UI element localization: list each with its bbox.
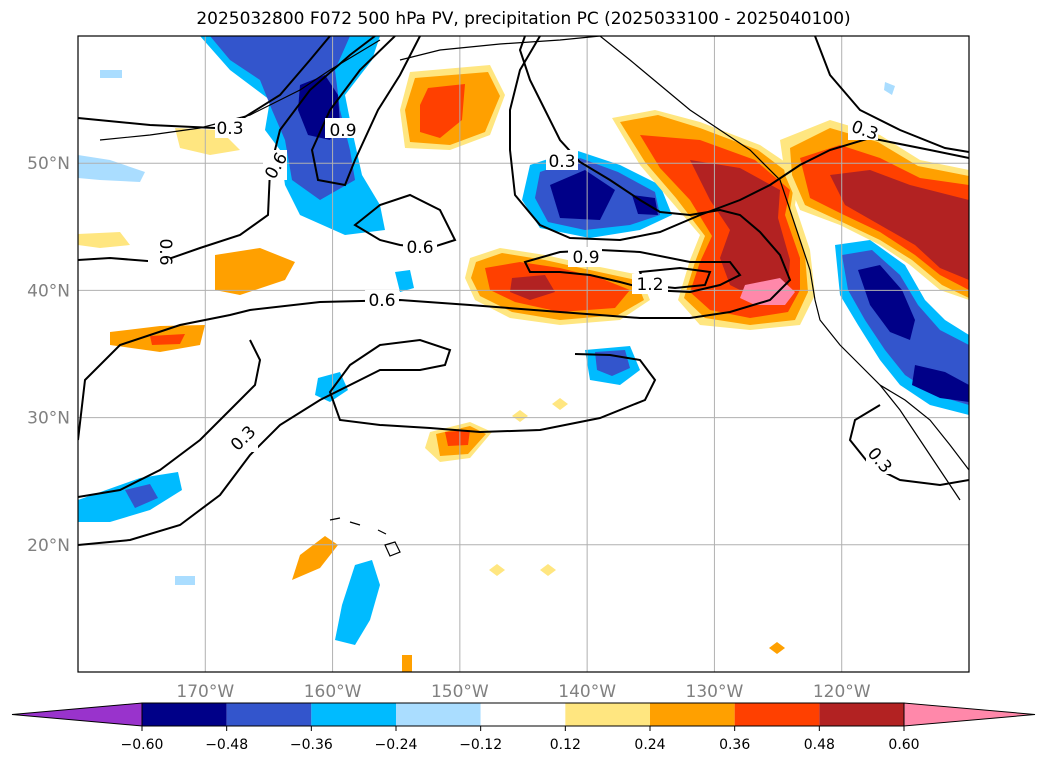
pos-anomaly-w1 bbox=[215, 248, 295, 295]
colorbar-segment bbox=[565, 703, 650, 726]
pv-contour-labels: 0.3 0.9 0.6 0.3 0.3 0.6 0.6 0.9 1.2 0.6 … bbox=[148, 117, 896, 477]
contour-label-0.9-a: 0.9 bbox=[329, 121, 356, 141]
neg-anomaly-nepac-core bbox=[550, 170, 615, 220]
colorbar-tick-label: 0.12 bbox=[550, 737, 581, 753]
contour-label-0.6-c: 0.6 bbox=[155, 238, 175, 265]
colorbar-tick-label: 0.48 bbox=[804, 737, 835, 753]
colorbar-segment bbox=[311, 703, 396, 726]
pv-contour-0.6-goa-loop bbox=[353, 193, 457, 250]
y-tick-label: 20°N bbox=[27, 536, 70, 556]
contour-label-0.6-b: 0.6 bbox=[406, 238, 433, 258]
colorbar-extend-max bbox=[903, 702, 1036, 727]
neg-anomaly-california-core2 bbox=[912, 365, 969, 402]
coast-alaska-peninsula bbox=[99, 39, 381, 141]
colorbar-tick-label: 0.60 bbox=[888, 737, 919, 753]
y-tick-labels: 20°N 30°N 40°N 50°N bbox=[27, 154, 70, 556]
coast-alaska-south bbox=[399, 36, 601, 61]
colorbar-tick-label: 0.24 bbox=[634, 737, 665, 753]
pos-anomaly-interior-darkred bbox=[830, 170, 969, 280]
coastlines bbox=[99, 36, 969, 557]
neg-anomaly-small3 bbox=[78, 155, 145, 182]
pos-anomaly-hawaii-west bbox=[292, 536, 338, 580]
colorbar-segment bbox=[142, 703, 227, 726]
x-tick-label: 130°W bbox=[686, 682, 744, 702]
pos-anomaly-dot1 bbox=[512, 410, 528, 422]
colorbar-tick-label: −0.60 bbox=[121, 737, 164, 753]
colorbar: −0.60 −0.48 −0.36 −0.24 −0.12 0.12 0.24 0.36 0.4… bbox=[11, 702, 1036, 753]
contour-label-0.9-b: 0.9 bbox=[572, 248, 599, 268]
pv-contour-0.3-south bbox=[78, 338, 657, 546]
pos-anomaly-w4 bbox=[78, 232, 130, 248]
x-tick-labels: 170°W 160°W 150°W 140°W 130°W 120°W bbox=[176, 682, 870, 702]
colorbar-tick-label: −0.12 bbox=[459, 737, 502, 753]
hawaii-islands bbox=[329, 517, 401, 557]
pv-contour-0.6-west bbox=[78, 36, 376, 264]
map-frame bbox=[77, 35, 970, 673]
coast-baja bbox=[879, 384, 961, 501]
pv-contour-0.9-central bbox=[523, 248, 742, 294]
pos-anomaly-main-pink bbox=[740, 278, 795, 305]
pos-anomaly-main-darkred bbox=[690, 160, 790, 300]
pos-anomaly-dot2 bbox=[552, 398, 568, 410]
x-tick-label: 120°W bbox=[813, 682, 871, 702]
x-tick-label: 140°W bbox=[558, 682, 616, 702]
contour-label-0.6-d: 0.6 bbox=[368, 291, 395, 311]
x-tick-label: 160°W bbox=[304, 682, 362, 702]
y-tick-label: 30°N bbox=[27, 409, 70, 429]
pos-anomaly-w2-red bbox=[150, 334, 185, 345]
pos-anomaly-dot6 bbox=[402, 655, 412, 672]
neg-anomaly-sw-core bbox=[125, 484, 158, 508]
map-graticule bbox=[78, 36, 969, 672]
colorbar-tick-label: −0.36 bbox=[290, 737, 333, 753]
colorbar-segment bbox=[734, 703, 820, 726]
pos-anomaly-goa-east-red bbox=[420, 84, 465, 138]
pv-contour-0.3-sw bbox=[78, 339, 262, 498]
colorbar-segment bbox=[396, 703, 481, 726]
pos-anomaly-central-red bbox=[485, 262, 630, 312]
pos-anomaly-dot5 bbox=[769, 642, 785, 654]
colorbar-tick-label: 0.36 bbox=[719, 737, 750, 753]
x-tick-label: 170°W bbox=[176, 682, 234, 702]
pv-contour-0.3-main bbox=[509, 36, 969, 242]
y-tick-label: 50°N bbox=[27, 154, 70, 174]
x-tick-label: 150°W bbox=[431, 682, 489, 702]
colorbar-segment bbox=[650, 703, 735, 726]
colorbar-extend-min bbox=[11, 702, 143, 727]
neg-anomaly-hawaii-south bbox=[335, 560, 380, 645]
pv-contour-0.9-goa bbox=[310, 36, 421, 187]
colorbar-outline bbox=[141, 702, 905, 727]
pv-contour-0.3-top-right bbox=[814, 36, 969, 153]
pos-anomaly-dot3 bbox=[489, 564, 505, 576]
colorbar-tick-label: −0.24 bbox=[375, 737, 418, 753]
colorbar-segment bbox=[480, 703, 566, 726]
neg-anomaly-small5 bbox=[100, 70, 122, 78]
pos-anomaly-subtrop-red bbox=[445, 430, 470, 446]
neg-anomaly-california-core bbox=[858, 265, 915, 340]
coast-north-america bbox=[599, 36, 969, 471]
contour-label-0.3-a: 0.3 bbox=[216, 119, 243, 139]
chart-title: 2025032800 F072 500 hPa PV, precipitatio… bbox=[196, 9, 851, 29]
neg-anomaly-small4 bbox=[884, 82, 895, 95]
contour-label-1.2: 1.2 bbox=[636, 275, 663, 295]
neg-anomaly-small2 bbox=[395, 270, 414, 292]
pos-anomaly-dot4 bbox=[540, 564, 556, 576]
pv-contours bbox=[78, 36, 969, 546]
colorbar-segment bbox=[226, 703, 312, 726]
colorbar-tick-label: −0.48 bbox=[205, 737, 248, 753]
contour-label-0.3-b: 0.3 bbox=[548, 152, 575, 172]
precip-fill-layer bbox=[78, 36, 969, 672]
colorbar-segment bbox=[819, 703, 904, 726]
y-tick-label: 40°N bbox=[27, 281, 70, 301]
neg-anomaly-small6 bbox=[175, 576, 195, 585]
pos-anomaly-central-darkred bbox=[510, 275, 555, 300]
